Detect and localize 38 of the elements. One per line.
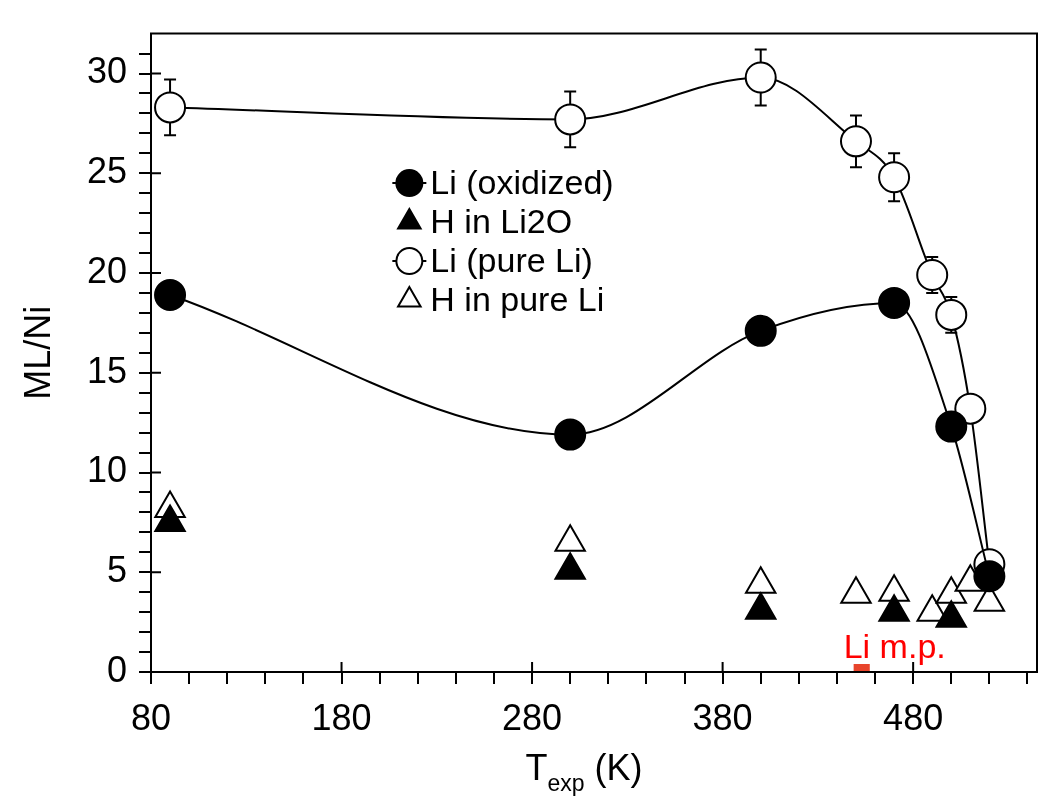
point: [935, 576, 967, 604]
point: [840, 576, 872, 604]
point: [744, 61, 777, 94]
point: [745, 592, 777, 620]
y-tick-label: 10: [86, 449, 127, 491]
point: [935, 298, 968, 331]
y-tick-label: 20: [86, 249, 127, 291]
y-tick-label: 15: [86, 349, 127, 391]
x-tick-label: 380: [692, 696, 753, 738]
point: [154, 278, 187, 311]
point: [935, 600, 967, 628]
y-tick-label: 25: [86, 150, 127, 192]
point: [154, 91, 187, 124]
point: [878, 161, 911, 194]
y-tick-label: 30: [86, 50, 127, 92]
legend-label: H in pure Li: [430, 280, 605, 319]
x-tick-label: 180: [311, 696, 372, 738]
y-tick-label: 5: [106, 549, 127, 591]
point: [745, 566, 777, 594]
point: [554, 552, 586, 580]
y-axis-title: ML/Ni: [17, 305, 58, 400]
point: [744, 314, 777, 347]
point: [554, 103, 587, 136]
point: [916, 259, 949, 291]
point: [839, 125, 872, 158]
point: [154, 504, 186, 532]
point: [878, 574, 910, 602]
x-tick-label: 280: [502, 696, 563, 738]
y-tick-label: 0: [106, 648, 127, 690]
legend-label: Li (oxidized): [430, 163, 614, 202]
legend-label: H in Li2O: [430, 202, 573, 241]
point: [554, 524, 586, 552]
x-tick-label: 480: [883, 696, 944, 738]
point: [878, 286, 911, 319]
legend-label: Li (pure Li): [430, 241, 593, 280]
annotation: Li m.p.: [843, 627, 946, 665]
x-tick-label: 80: [130, 696, 172, 738]
point: [878, 594, 910, 622]
